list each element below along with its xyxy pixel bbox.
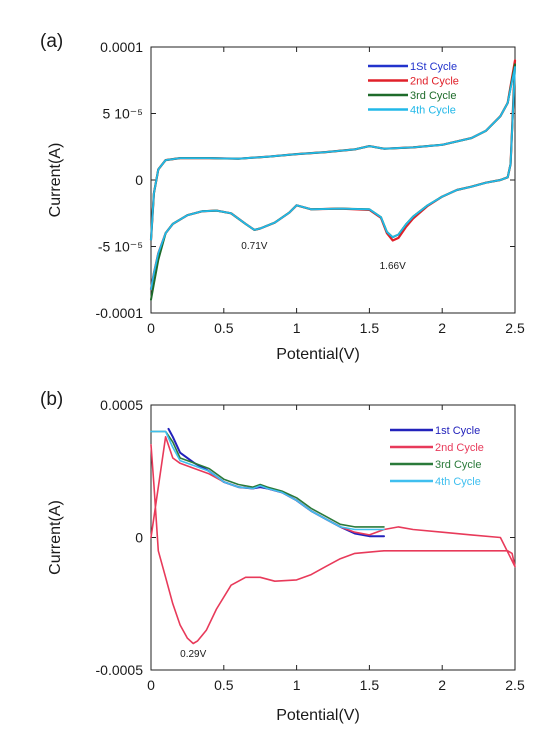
x-tick-label: 0.5 — [214, 320, 234, 336]
legend-label: 3rd Cycle — [435, 459, 481, 471]
chart-panel-a: (a) 0 0.5 1 1.5 2 2.5 0.0001 5 10⁻⁵ 0 -5 10⁻⁵ -0.00… — [40, 31, 525, 363]
legend-label: 3rd Cycle — [410, 90, 456, 102]
x-tick-label: 1 — [293, 320, 301, 336]
y-tick-label: -5 10⁻⁵ — [98, 239, 143, 255]
legend-label: 2nd Cycle — [410, 76, 459, 88]
legend-label: 4th Cycle — [435, 476, 481, 488]
legend: 1st Cycle 2nd Cycle 3rd Cycle 4th Cycle — [390, 425, 484, 488]
x-tick-label: 0 — [147, 320, 155, 336]
x-axis-label: Potential(V) — [276, 707, 360, 724]
series-line-2 — [149, 59, 517, 291]
y-tick-label: 0.0001 — [100, 39, 143, 55]
x-tick-label: 1.5 — [360, 677, 380, 693]
x-tick-label: 0 — [147, 677, 155, 693]
x-tick-label: 1 — [293, 677, 301, 693]
y-tick-label: -0.0005 — [96, 662, 144, 678]
series-line-3 — [150, 63, 516, 301]
series-line-3 — [150, 430, 385, 528]
legend: 1St Cycle 2nd Cycle 3rd Cycle 4th Cycle — [368, 61, 459, 117]
x-tick-label: 2 — [438, 320, 446, 336]
y-axis-label: Current(A) — [47, 500, 64, 575]
panel-label: (b) — [40, 389, 63, 410]
series-line-4 — [150, 430, 385, 531]
series-line-4 — [150, 66, 516, 290]
series-line-1 — [150, 64, 516, 290]
legend-label: 2nd Cycle — [435, 442, 484, 454]
legend-label: 1St Cycle — [410, 61, 457, 73]
panel-label: (a) — [40, 31, 63, 52]
y-tick-label: -0.0001 — [96, 305, 144, 321]
x-tick-label: 0.5 — [214, 677, 234, 693]
legend-label: 4th Cycle — [410, 105, 456, 117]
x-tick-label: 2.5 — [505, 320, 525, 336]
series-line-1 — [167, 427, 385, 538]
y-axis-label: Current(A) — [47, 143, 64, 218]
plot-frame — [150, 46, 516, 314]
x-tick-label: 2 — [438, 677, 446, 693]
peak-annotation: 0.71V — [241, 241, 267, 252]
y-tick-label: 0.0005 — [100, 397, 143, 413]
y-tick-label: 0 — [135, 530, 143, 546]
x-tick-label: 1.5 — [360, 320, 380, 336]
x-tick-label: 2.5 — [505, 677, 525, 693]
y-tick-label: 5 10⁻⁵ — [103, 106, 143, 122]
peak-annotation: 0.29V — [180, 649, 206, 660]
peak-annotation: 1.66V — [380, 261, 406, 272]
x-axis-label: Potential(V) — [276, 346, 360, 363]
y-tick-label: 0 — [135, 172, 143, 188]
legend-label: 1st Cycle — [435, 425, 480, 437]
